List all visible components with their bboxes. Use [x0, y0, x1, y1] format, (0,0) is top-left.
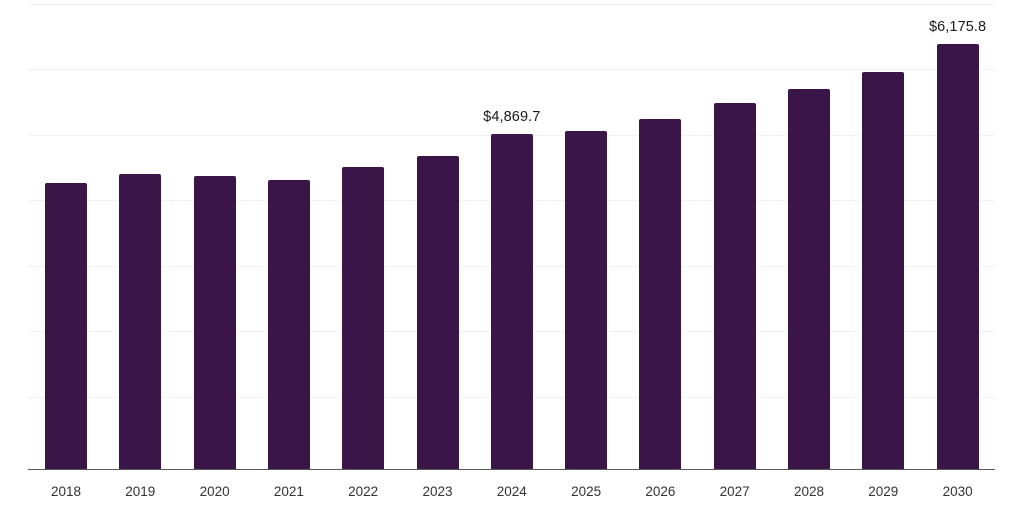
- bar-2022[interactable]: [342, 166, 385, 469]
- bar-2024[interactable]: [490, 133, 533, 469]
- bar-2028[interactable]: [788, 88, 830, 469]
- x-axis-label-2022: 2022: [348, 484, 379, 499]
- bar-2025[interactable]: [565, 131, 608, 469]
- x-axis-label-2026: 2026: [645, 484, 676, 499]
- x-axis-label-2024: 2024: [496, 484, 527, 499]
- bar-2027[interactable]: [713, 102, 756, 469]
- x-axis-label-2030: 2030: [942, 484, 973, 499]
- gridline: [28, 4, 995, 5]
- bar-2018[interactable]: [45, 183, 87, 469]
- x-axis-label-2027: 2027: [719, 484, 750, 499]
- bar-2030[interactable]: [936, 43, 979, 469]
- bar-2023[interactable]: [416, 155, 459, 469]
- x-axis-label-2021: 2021: [273, 484, 304, 499]
- bar-2021[interactable]: [267, 179, 310, 469]
- data-label-2030: $6,175.8: [928, 18, 987, 35]
- x-axis-label-2025: 2025: [571, 484, 602, 499]
- x-axis-label-2028: 2028: [793, 484, 825, 499]
- bar-2026[interactable]: [639, 119, 682, 469]
- x-axis-label-2018: 2018: [50, 484, 82, 499]
- gridline: [28, 69, 995, 70]
- bar-2020[interactable]: [193, 176, 236, 469]
- bar-2029[interactable]: [862, 71, 905, 469]
- x-axis-label-2023: 2023: [422, 484, 453, 499]
- bar-2019[interactable]: [119, 174, 162, 469]
- x-axis-label-2029: 2029: [868, 484, 899, 499]
- data-label-2024: $4,869.7: [483, 108, 541, 125]
- x-axis-label-2020: 2020: [199, 484, 230, 499]
- x-axis-label-2019: 2019: [125, 484, 156, 499]
- x-axis-line: [28, 469, 995, 470]
